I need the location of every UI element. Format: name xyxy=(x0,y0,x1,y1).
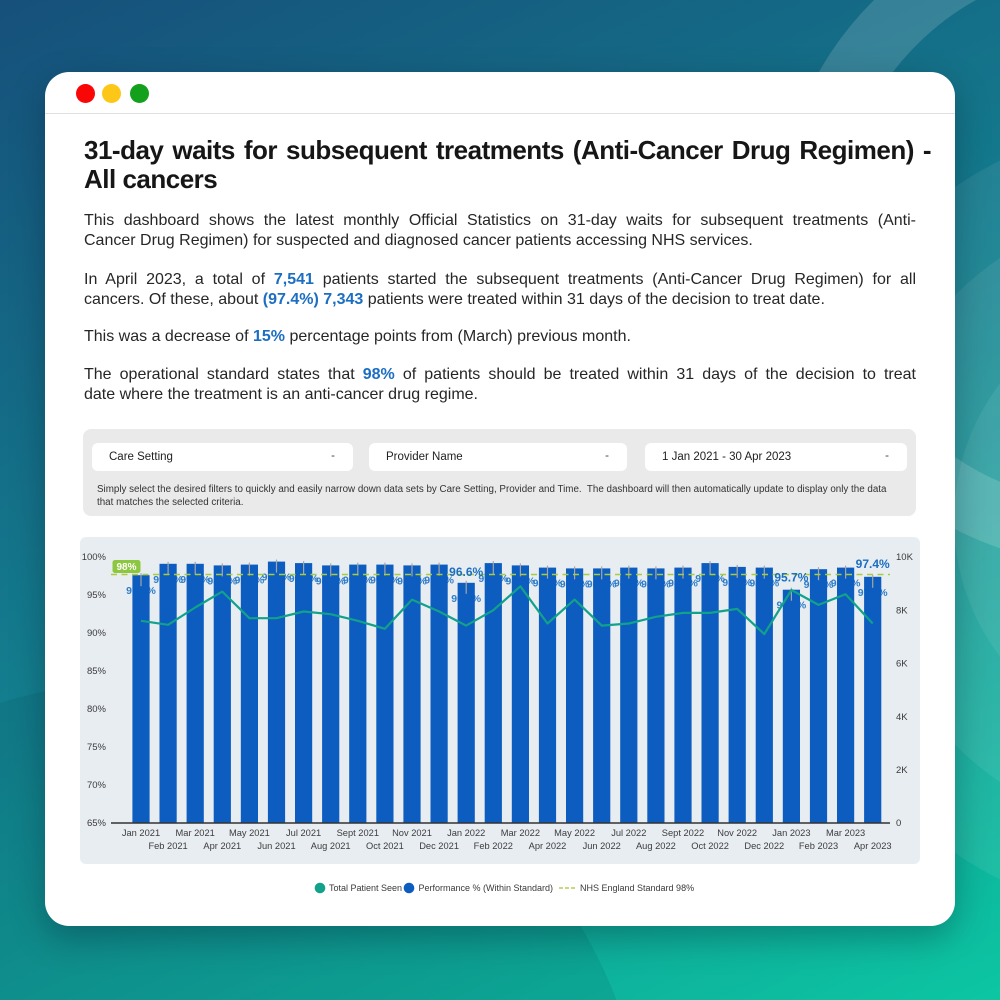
svg-text:Aug 2021: Aug 2021 xyxy=(311,841,351,851)
svg-text:8K: 8K xyxy=(896,605,908,616)
svg-text:Oct 2022: Oct 2022 xyxy=(691,841,729,851)
svg-text:4K: 4K xyxy=(896,712,908,723)
svg-text:May 2021: May 2021 xyxy=(229,828,270,838)
svg-text:Jul 2022: Jul 2022 xyxy=(611,828,646,838)
svg-text:Aug 2022: Aug 2022 xyxy=(636,841,676,851)
svg-text:Jun 2022: Jun 2022 xyxy=(583,841,621,851)
svg-text:100%: 100% xyxy=(82,552,107,563)
svg-text:Performance % (Within Standard: Performance % (Within Standard) xyxy=(419,883,554,893)
svg-text:Nov 2021: Nov 2021 xyxy=(392,828,432,838)
svg-text:80%: 80% xyxy=(87,704,107,715)
svg-text:90%: 90% xyxy=(87,628,107,639)
svg-text:96.6%: 96.6% xyxy=(449,565,483,579)
svg-text:75%: 75% xyxy=(87,742,107,753)
svg-text:Mar 2021: Mar 2021 xyxy=(176,828,215,838)
svg-text:70%: 70% xyxy=(87,780,107,791)
svg-text:85%: 85% xyxy=(87,666,107,677)
svg-text:Dec 2021: Dec 2021 xyxy=(419,841,459,851)
svg-text:65%: 65% xyxy=(87,818,107,829)
svg-text:Apr 2022: Apr 2022 xyxy=(529,841,567,851)
svg-text:95%: 95% xyxy=(87,590,107,601)
svg-text:10K: 10K xyxy=(896,552,914,563)
svg-text:97.4%: 97.4% xyxy=(856,557,890,571)
svg-text:Feb 2021: Feb 2021 xyxy=(148,841,187,851)
svg-text:Total Patient Seen: Total Patient Seen xyxy=(329,883,402,893)
svg-text:May 2022: May 2022 xyxy=(554,828,595,838)
svg-text:Feb 2023: Feb 2023 xyxy=(799,841,838,851)
svg-text:0: 0 xyxy=(896,818,901,829)
svg-text:Sept 2022: Sept 2022 xyxy=(662,828,704,838)
svg-text:Apr 2021: Apr 2021 xyxy=(203,841,241,851)
svg-text:Nov 2022: Nov 2022 xyxy=(717,828,757,838)
svg-text:Sept 2021: Sept 2021 xyxy=(337,828,379,838)
svg-text:Jan 2021: Jan 2021 xyxy=(122,828,160,838)
svg-text:95.7%: 95.7% xyxy=(774,571,808,585)
svg-text:2K: 2K xyxy=(896,765,908,776)
svg-text:Mar 2022: Mar 2022 xyxy=(501,828,540,838)
svg-text:Feb 2022: Feb 2022 xyxy=(474,841,513,851)
svg-text:98%: 98% xyxy=(116,562,136,573)
svg-text:6K: 6K xyxy=(896,659,908,670)
svg-text:Dec 2022: Dec 2022 xyxy=(744,841,784,851)
svg-text:Mar 2023: Mar 2023 xyxy=(826,828,865,838)
svg-text:Jul 2021: Jul 2021 xyxy=(286,828,321,838)
svg-text:Apr 2023: Apr 2023 xyxy=(854,841,892,851)
svg-text:Jan 2023: Jan 2023 xyxy=(772,828,810,838)
svg-text:Jun 2021: Jun 2021 xyxy=(257,841,295,851)
svg-text:Oct 2021: Oct 2021 xyxy=(366,841,404,851)
svg-text:Jan 2022: Jan 2022 xyxy=(447,828,485,838)
svg-text:NHS England Standard 98%: NHS England Standard 98% xyxy=(580,883,694,893)
